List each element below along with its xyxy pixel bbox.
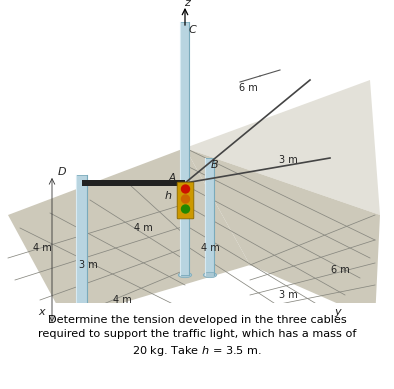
Polygon shape	[185, 80, 380, 215]
Text: 4 m: 4 m	[134, 223, 152, 233]
Text: 3 m: 3 m	[79, 260, 97, 270]
Text: C: C	[188, 25, 196, 35]
Ellipse shape	[178, 272, 192, 278]
Text: A: A	[169, 173, 176, 183]
Text: 4 m: 4 m	[33, 243, 51, 253]
Text: 3 m: 3 m	[279, 155, 297, 165]
Ellipse shape	[74, 322, 90, 328]
Text: 6 m: 6 m	[239, 83, 257, 93]
Ellipse shape	[203, 272, 217, 278]
Polygon shape	[8, 148, 250, 320]
Text: h: h	[165, 191, 171, 201]
Text: B: B	[211, 160, 219, 170]
Text: 4 m: 4 m	[113, 295, 131, 305]
Text: D: D	[58, 167, 66, 177]
Text: Determine the tension developed in the three cables
required to support the traf: Determine the tension developed in the t…	[38, 315, 356, 359]
FancyBboxPatch shape	[177, 182, 194, 219]
Text: x: x	[39, 307, 45, 317]
Bar	[206, 158, 214, 275]
Text: 6 m: 6 m	[331, 265, 349, 275]
Circle shape	[182, 205, 190, 213]
Text: z: z	[184, 0, 190, 8]
Text: 4 m: 4 m	[201, 243, 219, 253]
Polygon shape	[185, 148, 380, 320]
Circle shape	[182, 195, 190, 203]
Text: y: y	[335, 307, 341, 317]
Bar	[76, 175, 87, 325]
Bar	[82, 180, 185, 186]
Bar	[180, 22, 190, 275]
Circle shape	[182, 185, 190, 193]
Text: 3 m: 3 m	[279, 290, 297, 300]
